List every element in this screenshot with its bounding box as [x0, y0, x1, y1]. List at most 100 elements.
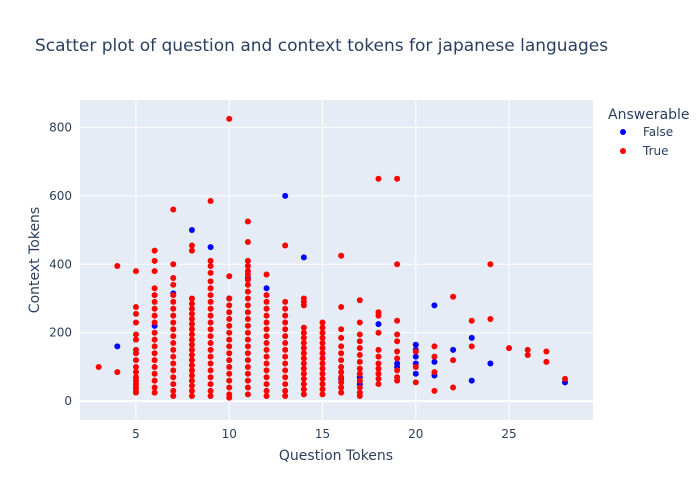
data-point: [170, 387, 177, 394]
data-point: [188, 367, 195, 374]
data-point: [282, 393, 289, 400]
data-point: [132, 304, 139, 311]
data-point: [188, 387, 195, 394]
data-point: [263, 374, 270, 381]
data-point: [207, 360, 214, 367]
data-point: [188, 372, 195, 379]
data-points: [95, 115, 569, 401]
data-point: [394, 261, 401, 268]
data-point: [543, 348, 550, 355]
legend-items[interactable]: False True: [620, 125, 673, 158]
data-point: [338, 357, 345, 364]
data-point: [263, 319, 270, 326]
data-point: [132, 268, 139, 275]
data-point: [338, 363, 345, 370]
legend-item-true[interactable]: True: [620, 144, 669, 158]
data-point: [319, 334, 326, 341]
data-point: [226, 322, 233, 329]
data-point: [338, 304, 345, 311]
data-point: [170, 312, 177, 319]
data-point: [412, 363, 419, 370]
data-point: [282, 242, 289, 249]
data-point: [151, 343, 158, 350]
data-point: [375, 329, 382, 336]
data-point: [300, 386, 307, 393]
data-point: [244, 336, 251, 343]
data-point: [300, 324, 307, 331]
data-point: [487, 316, 494, 323]
data-point: [170, 206, 177, 213]
y-axis-title: Context Tokens: [27, 207, 43, 313]
data-point: [244, 271, 251, 278]
data-point: [114, 343, 121, 350]
data-point: [394, 377, 401, 384]
data-point: [431, 369, 438, 376]
data-point: [207, 278, 214, 285]
data-point: [375, 312, 382, 319]
data-point: [244, 343, 251, 350]
data-point: [319, 375, 326, 382]
data-point: [263, 339, 270, 346]
data-point: [226, 316, 233, 323]
data-point: [300, 370, 307, 377]
data-point: [282, 360, 289, 367]
data-point: [226, 273, 233, 280]
data-point: [207, 367, 214, 374]
data-point: [300, 375, 307, 382]
legend-item-false[interactable]: False: [620, 125, 673, 139]
chart-title: Scatter plot of question and context tok…: [35, 36, 608, 56]
data-point: [468, 317, 475, 324]
data-point: [356, 297, 363, 304]
data-point: [244, 391, 251, 398]
data-point: [170, 326, 177, 333]
data-point: [543, 358, 550, 365]
data-point: [95, 363, 102, 370]
data-point: [263, 312, 270, 319]
data-point: [151, 384, 158, 391]
data-point: [226, 329, 233, 336]
data-point: [244, 239, 251, 246]
data-point: [300, 334, 307, 341]
data-point: [394, 331, 401, 338]
data-point: [338, 374, 345, 381]
data-point: [300, 345, 307, 352]
data-point: [207, 298, 214, 305]
data-point: [188, 382, 195, 389]
data-point: [394, 175, 401, 182]
data-point: [244, 262, 251, 269]
data-point: [356, 338, 363, 345]
data-point: [207, 305, 214, 312]
data-point: [356, 331, 363, 338]
data-point: [263, 326, 270, 333]
data-point: [487, 360, 494, 367]
data-point: [412, 379, 419, 386]
data-point: [188, 326, 195, 333]
data-point: [338, 379, 345, 386]
data-point: [244, 322, 251, 329]
data-point: [319, 381, 326, 388]
data-point: [412, 341, 419, 348]
data-point: [170, 360, 177, 367]
data-point: [188, 316, 195, 323]
data-point: [244, 363, 251, 370]
data-point: [207, 269, 214, 276]
y-tick-label: 800: [49, 120, 72, 134]
data-point: [319, 324, 326, 331]
data-point: [263, 285, 270, 292]
data-point: [170, 374, 177, 381]
data-point: [226, 343, 233, 350]
data-point: [151, 305, 158, 312]
data-point: [151, 389, 158, 396]
data-point: [431, 302, 438, 309]
data-point: [300, 381, 307, 388]
data-point: [188, 310, 195, 317]
data-point: [151, 257, 158, 264]
data-point: [524, 351, 531, 358]
legend[interactable]: Answerable False True: [608, 107, 690, 158]
data-point: [450, 293, 457, 300]
data-point: [300, 302, 307, 309]
data-point: [356, 345, 363, 352]
data-point: [244, 329, 251, 336]
data-point: [244, 295, 251, 302]
x-axis-title: Question Tokens: [279, 448, 393, 464]
